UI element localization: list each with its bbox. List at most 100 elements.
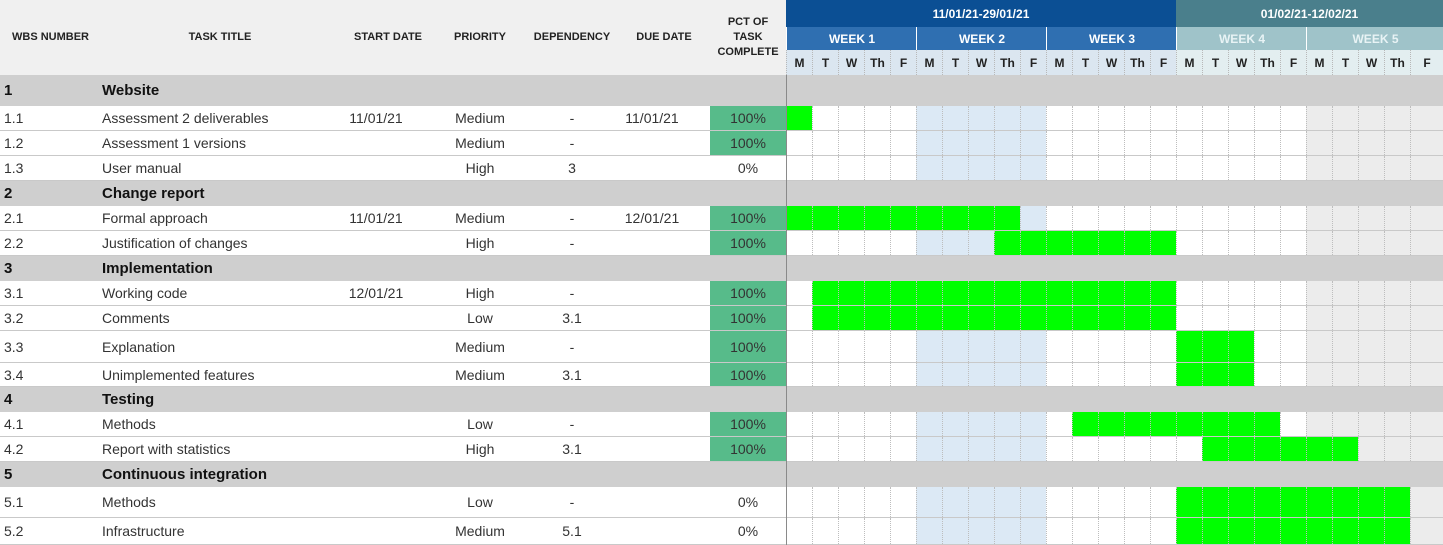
gantt-day-cell[interactable] <box>1202 306 1228 330</box>
gantt-day-cell[interactable] <box>942 412 968 436</box>
gantt-day-cell[interactable] <box>1332 331 1358 362</box>
gantt-bar-cell[interactable] <box>1202 363 1228 386</box>
gantt-day-cell[interactable] <box>942 518 968 544</box>
gantt-day-cell[interactable] <box>1124 487 1150 517</box>
gantt-day-cell[interactable] <box>1280 106 1306 130</box>
dependency-cell[interactable]: - <box>569 494 575 510</box>
gantt-day-cell[interactable] <box>1384 231 1410 255</box>
gantt-day-cell[interactable] <box>1202 156 1228 180</box>
task-title-cell[interactable]: Testing <box>102 391 155 408</box>
gantt-bar-cell[interactable] <box>1124 412 1150 436</box>
gantt-day-cell[interactable] <box>1410 281 1443 305</box>
pct-complete-cell[interactable]: 100% <box>710 331 786 362</box>
gantt-day-cell[interactable] <box>1098 106 1124 130</box>
gantt-day-cell[interactable] <box>994 437 1020 461</box>
gantt-day-cell[interactable] <box>838 131 864 155</box>
wbs-cell[interactable]: 3 <box>4 260 13 277</box>
gantt-day-cell[interactable] <box>786 231 812 255</box>
start-date-cell[interactable] <box>328 518 424 544</box>
gantt-bar-cell[interactable] <box>1228 363 1254 386</box>
gantt-day-cell[interactable] <box>1150 106 1176 130</box>
dependency-cell[interactable]: - <box>569 235 575 251</box>
gantt-day-cell[interactable] <box>1306 281 1332 305</box>
gantt-day-cell[interactable] <box>1098 131 1124 155</box>
gantt-day-cell[interactable] <box>1332 206 1358 230</box>
gantt-bar-cell[interactable] <box>1358 518 1384 544</box>
gantt-day-cell[interactable] <box>1306 156 1332 180</box>
gantt-day-cell[interactable] <box>1150 131 1176 155</box>
gantt-day-cell[interactable] <box>916 412 942 436</box>
gantt-day-cell[interactable] <box>1202 206 1228 230</box>
gantt-day-cell[interactable] <box>968 437 994 461</box>
wbs-cell[interactable]: 2.1 <box>4 210 24 226</box>
task-title-cell[interactable]: Continuous integration <box>102 466 267 483</box>
gantt-day-cell[interactable] <box>1254 306 1280 330</box>
due-date-cell[interactable] <box>608 487 696 517</box>
gantt-bar-cell[interactable] <box>1046 281 1072 305</box>
gantt-day-cell[interactable] <box>812 363 838 386</box>
gantt-day-cell[interactable] <box>1124 131 1150 155</box>
gantt-day-cell[interactable] <box>1306 363 1332 386</box>
gantt-day-cell[interactable] <box>864 487 890 517</box>
gantt-day-cell[interactable] <box>916 231 942 255</box>
gantt-day-cell[interactable] <box>1384 363 1410 386</box>
gantt-day-cell[interactable] <box>812 156 838 180</box>
gantt-bar-cell[interactable] <box>1228 412 1254 436</box>
gantt-bar-cell[interactable] <box>1020 231 1046 255</box>
gantt-day-cell[interactable] <box>1228 106 1254 130</box>
gantt-bar-cell[interactable] <box>1124 281 1150 305</box>
gantt-day-cell[interactable] <box>864 331 890 362</box>
gantt-day-cell[interactable] <box>864 437 890 461</box>
due-date-cell[interactable] <box>608 131 696 155</box>
gantt-day-cell[interactable] <box>1332 106 1358 130</box>
gantt-bar-cell[interactable] <box>838 306 864 330</box>
gantt-day-cell[interactable] <box>1046 131 1072 155</box>
gantt-day-cell[interactable] <box>1254 156 1280 180</box>
start-date-cell[interactable] <box>328 412 424 436</box>
gantt-bar-cell[interactable] <box>1332 437 1358 461</box>
gantt-day-cell[interactable] <box>864 106 890 130</box>
gantt-day-cell[interactable] <box>1410 231 1443 255</box>
gantt-day-cell[interactable] <box>916 487 942 517</box>
priority-cell[interactable]: Medium <box>455 523 505 539</box>
due-date-cell[interactable] <box>608 331 696 362</box>
gantt-bar-cell[interactable] <box>1358 487 1384 517</box>
gantt-day-cell[interactable] <box>1332 412 1358 436</box>
gantt-day-cell[interactable] <box>994 487 1020 517</box>
gantt-day-cell[interactable] <box>1410 331 1443 362</box>
gantt-bar-cell[interactable] <box>1150 306 1176 330</box>
gantt-day-cell[interactable] <box>838 231 864 255</box>
gantt-day-cell[interactable] <box>994 412 1020 436</box>
gantt-day-cell[interactable] <box>1254 206 1280 230</box>
wbs-cell[interactable]: 1 <box>4 82 13 99</box>
gantt-day-cell[interactable] <box>1072 131 1098 155</box>
due-date-cell[interactable] <box>608 281 696 305</box>
gantt-day-cell[interactable] <box>1332 363 1358 386</box>
gantt-day-cell[interactable] <box>1176 437 1202 461</box>
gantt-day-cell[interactable] <box>786 437 812 461</box>
gantt-day-cell[interactable] <box>1280 281 1306 305</box>
gantt-day-cell[interactable] <box>1124 331 1150 362</box>
gantt-day-cell[interactable] <box>1384 331 1410 362</box>
gantt-day-cell[interactable] <box>994 106 1020 130</box>
gantt-day-cell[interactable] <box>838 363 864 386</box>
gantt-day-cell[interactable] <box>812 487 838 517</box>
gantt-day-cell[interactable] <box>1046 156 1072 180</box>
gantt-day-cell[interactable] <box>812 518 838 544</box>
gantt-day-cell[interactable] <box>1254 131 1280 155</box>
gantt-day-cell[interactable] <box>942 156 968 180</box>
gantt-day-cell[interactable] <box>1124 518 1150 544</box>
gantt-bar-cell[interactable] <box>864 306 890 330</box>
dependency-cell[interactable]: - <box>569 135 575 151</box>
pct-complete-cell[interactable]: 100% <box>710 437 786 461</box>
gantt-day-cell[interactable] <box>890 412 916 436</box>
gantt-day-cell[interactable] <box>968 106 994 130</box>
gantt-day-cell[interactable] <box>1072 518 1098 544</box>
dependency-cell[interactable]: - <box>569 210 575 226</box>
gantt-day-cell[interactable] <box>1332 281 1358 305</box>
gantt-day-cell[interactable] <box>1332 231 1358 255</box>
gantt-day-cell[interactable] <box>1332 306 1358 330</box>
gantt-day-cell[interactable] <box>1358 412 1384 436</box>
gantt-bar-cell[interactable] <box>812 206 838 230</box>
gantt-day-cell[interactable] <box>812 437 838 461</box>
